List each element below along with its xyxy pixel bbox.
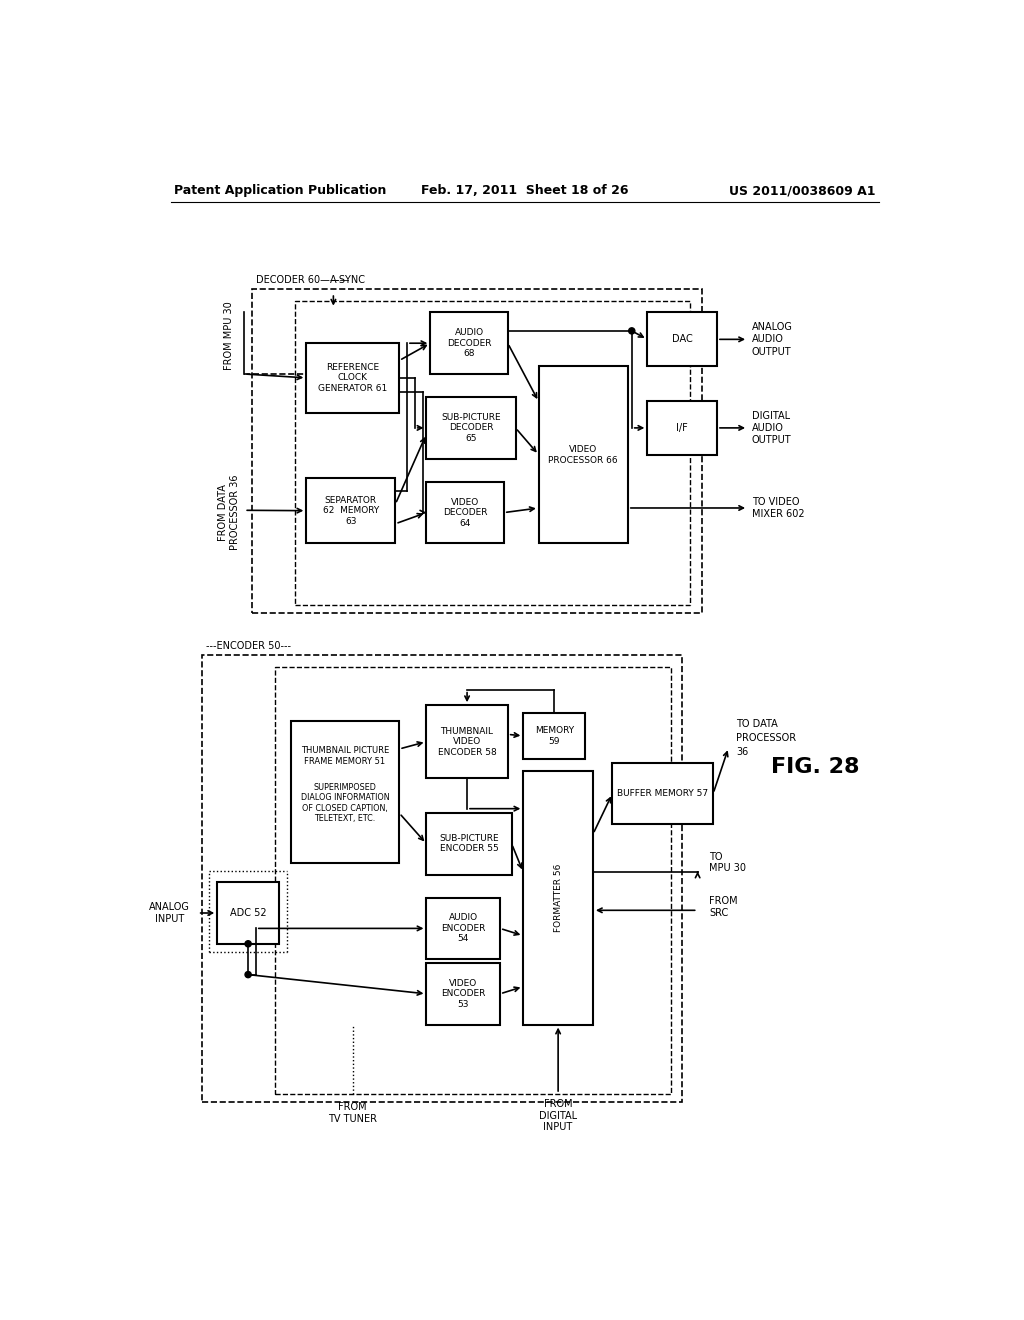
Text: OUTPUT: OUTPUT [752,347,792,356]
Bar [426,397,515,459]
Text: PROCESSOR: PROCESSOR [736,733,797,743]
Circle shape [629,327,635,334]
Text: US 2011/0038609 A1: US 2011/0038609 A1 [729,185,876,197]
Text: ADC 52: ADC 52 [229,908,266,917]
Text: ANALOG
INPUT: ANALOG INPUT [150,902,190,924]
Bar [426,482,504,544]
Text: DECODER 60———: DECODER 60——— [256,276,349,285]
Text: ANALOG: ANALOG [752,322,793,333]
Bar [295,301,690,605]
Text: BUFFER MEMORY 57: BUFFER MEMORY 57 [617,789,709,799]
Bar [291,721,399,863]
Bar [426,705,508,779]
Text: TO DATA: TO DATA [736,719,778,730]
Text: SUB-PICTURE
DECODER
65: SUB-PICTURE DECODER 65 [441,413,501,442]
Text: OUTPUT: OUTPUT [752,436,792,445]
Text: SUPERIMPOSED
DIALOG INFORMATION
OF CLOSED CAPTION,
TELETEXT, ETC.: SUPERIMPOSED DIALOG INFORMATION OF CLOSE… [301,783,389,824]
Text: A-SYNC: A-SYNC [330,276,366,285]
Text: AUDIO: AUDIO [752,422,783,433]
Text: FIG. 28: FIG. 28 [771,756,860,776]
Circle shape [245,941,251,946]
Text: MIXER 602: MIXER 602 [752,510,805,519]
Text: DAC: DAC [672,334,692,345]
Bar [612,763,713,825]
Bar [202,655,682,1102]
Text: FROM: FROM [710,896,738,906]
Text: AUDIO: AUDIO [752,334,783,345]
Text: FORMATTER 56: FORMATTER 56 [554,863,562,932]
Bar [430,313,508,374]
Text: THUMBNAIL
VIDEO
ENCODER 58: THUMBNAIL VIDEO ENCODER 58 [437,727,497,756]
Text: VIDEO
ENCODER
53: VIDEO ENCODER 53 [441,979,485,1008]
Bar [426,964,500,1024]
Bar [306,478,395,544]
Bar [217,882,280,944]
Text: FROM DATA
PROCESSOR 36: FROM DATA PROCESSOR 36 [218,475,240,550]
Bar [275,667,671,1094]
Text: FROM
DIGITAL
INPUT: FROM DIGITAL INPUT [539,1100,578,1133]
Text: TO VIDEO: TO VIDEO [752,496,800,507]
Text: AUDIO
DECODER
68: AUDIO DECODER 68 [446,329,492,358]
Bar [523,771,593,1024]
Text: SRC: SRC [710,908,728,919]
Text: VIDEO
PROCESSOR 66: VIDEO PROCESSOR 66 [549,445,618,465]
Text: TO: TO [710,851,723,862]
Text: THUMBNAIL PICTURE
FRAME MEMORY 51: THUMBNAIL PICTURE FRAME MEMORY 51 [301,746,389,766]
Text: MEMORY
59: MEMORY 59 [535,726,573,746]
Text: FROM
TV TUNER: FROM TV TUNER [329,1102,377,1125]
Bar [539,367,628,544]
Text: DIGITAL: DIGITAL [752,411,790,421]
Bar [306,343,399,412]
Text: MPU 30: MPU 30 [710,863,746,874]
Bar [647,401,717,455]
Text: VIDEO
DECODER
64: VIDEO DECODER 64 [442,498,487,528]
Bar [426,813,512,875]
Bar [426,898,500,960]
Text: Feb. 17, 2011  Sheet 18 of 26: Feb. 17, 2011 Sheet 18 of 26 [421,185,629,197]
Text: REFERENCE
CLOCK
GENERATOR 61: REFERENCE CLOCK GENERATOR 61 [318,363,387,393]
Bar [252,289,701,612]
Text: SEPARATOR
62  MEMORY
63: SEPARATOR 62 MEMORY 63 [323,496,379,525]
Bar [647,313,717,367]
Text: I/F: I/F [676,422,688,433]
Text: 36: 36 [736,747,749,758]
Bar [523,713,586,759]
Text: Patent Application Publication: Patent Application Publication [174,185,387,197]
Text: FROM MPU 30: FROM MPU 30 [224,301,233,370]
Circle shape [245,972,251,978]
Text: SUB-PICTURE
ENCODER 55: SUB-PICTURE ENCODER 55 [439,834,499,854]
Text: AUDIO
ENCODER
54: AUDIO ENCODER 54 [441,913,485,944]
Text: ---ENCODER 50---: ---ENCODER 50--- [206,642,291,651]
